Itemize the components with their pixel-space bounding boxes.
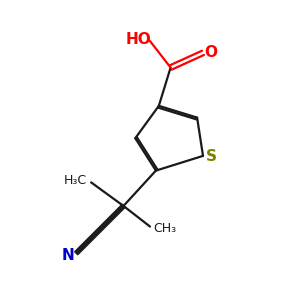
Text: N: N — [62, 248, 74, 263]
Text: H₃C: H₃C — [64, 173, 87, 187]
Text: S: S — [206, 149, 217, 164]
Text: HO: HO — [126, 32, 152, 47]
Text: O: O — [205, 45, 218, 60]
Text: CH₃: CH₃ — [154, 222, 177, 236]
